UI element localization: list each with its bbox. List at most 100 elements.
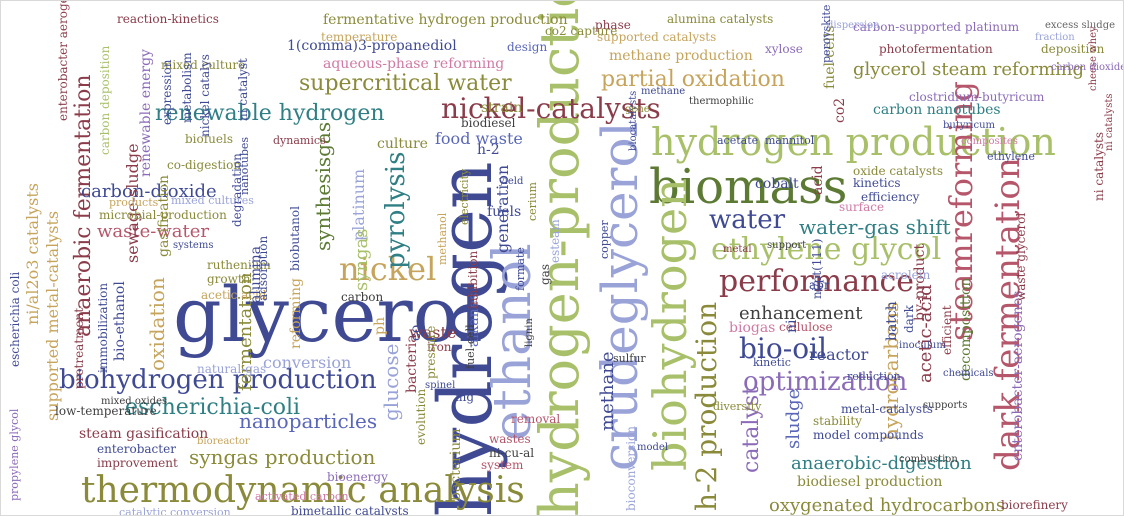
word: iron [427,340,452,354]
word: model compounds [813,428,924,442]
word: fuel-cell [464,324,477,369]
word: pressure [424,325,438,379]
word: reactor [809,345,869,364]
word: stability [813,414,862,428]
word: hydrogen production [651,120,1056,164]
word: supercritical water [299,71,512,96]
word: reforming [288,277,304,349]
word: anaerobic-digestion [791,453,972,474]
word: reaction-kinetics [117,12,219,26]
word: biomass [649,159,848,215]
word: pyrolysis [381,151,411,269]
word: cobalt [755,176,799,192]
word: bacteria [404,334,420,393]
word: waste-water [97,221,209,242]
word: growth [207,272,251,286]
word: cheese whey [1088,26,1099,91]
word: acetate [717,134,759,147]
word: wastes [489,432,531,446]
word: ni [784,319,800,334]
word: nickel catalys [198,54,212,137]
word: bio-ethanol [112,281,128,361]
word: glycerol steam reforming [853,59,1085,80]
word: batch [884,301,900,341]
word: improvement [97,456,178,470]
word: co2 [832,97,848,123]
word: enhancement [739,303,863,324]
word: gasification [156,174,172,257]
word: nickel-catalysts [441,92,661,125]
word: enterobacter aerogenes [56,0,70,121]
word: sulfur [613,352,646,365]
word: copper [598,220,611,259]
word: metabolism [180,52,194,123]
word: thermophilic [689,96,754,107]
word: nickel [339,250,437,288]
word: water-gas shift [799,215,951,239]
word: enterobacter-aerogenes [1010,290,1026,461]
word: immobilization [96,282,110,373]
word: clostridium-butyricum [909,90,1045,104]
word: h-2 [477,142,500,158]
word: activated carbon [255,490,349,503]
word: formate [514,247,527,291]
word: gene [625,104,650,115]
word: ph [372,317,388,335]
word: low-temperature [55,404,157,418]
word: electricity [458,168,471,225]
word: kinetic [753,356,791,369]
word: products [109,196,159,209]
word: metal-catalysts [841,402,933,416]
word: co [408,324,424,341]
word: surface [839,200,885,214]
word: mg [455,390,475,404]
word: supported catalysts [597,30,717,44]
word: ni-cu-al [489,446,535,460]
word: diversity [713,400,762,413]
word: aqueous-phase reforming [323,56,505,72]
word: fermentative hydrogen production [323,12,568,28]
word: cerium [526,182,539,221]
word: acid [810,165,826,195]
word: ni/pt(111) [810,238,824,299]
word: perovskite [820,4,833,63]
word: co-digestion [167,158,242,172]
word: acetic acid [201,288,267,302]
word: mixed culture [161,58,246,72]
word: support [767,240,807,251]
word: catalytic conversion [119,506,231,516]
word: efficiency [861,190,920,204]
word: deposition [1041,42,1105,56]
word: propylene glycol [8,408,21,501]
word: kinetics [853,176,901,190]
word: excess sludge [1045,20,1116,31]
word: bio-oil [739,332,827,365]
word: methane production [609,48,753,64]
word: strain [481,100,523,116]
word: performance [719,264,915,299]
word: waste [409,323,457,342]
word: ruthenium [207,258,271,272]
word: temperature [321,30,398,44]
word: enterobacter [97,442,176,456]
word: ni catalyst [236,58,250,121]
word: bioreactor [197,436,250,447]
word: apr [809,278,830,292]
word: butyricum [943,120,996,131]
word: fraction [1035,32,1075,43]
word: thermodynamic analysis [81,470,525,511]
word: glycerol [173,270,483,359]
word: photofermentation [879,42,993,56]
word: gas [538,264,552,285]
word: carbon deposition [98,45,112,155]
word: bioenergy [327,470,388,484]
word: dark [902,305,916,333]
word: system [481,458,524,472]
word: waste glycerol [1014,212,1028,301]
word: biohydrogen [643,178,697,471]
word: biobutanol [288,206,302,271]
word: removal [511,412,561,426]
word: oxide catalysts [853,164,944,178]
word: optimization [743,367,908,397]
